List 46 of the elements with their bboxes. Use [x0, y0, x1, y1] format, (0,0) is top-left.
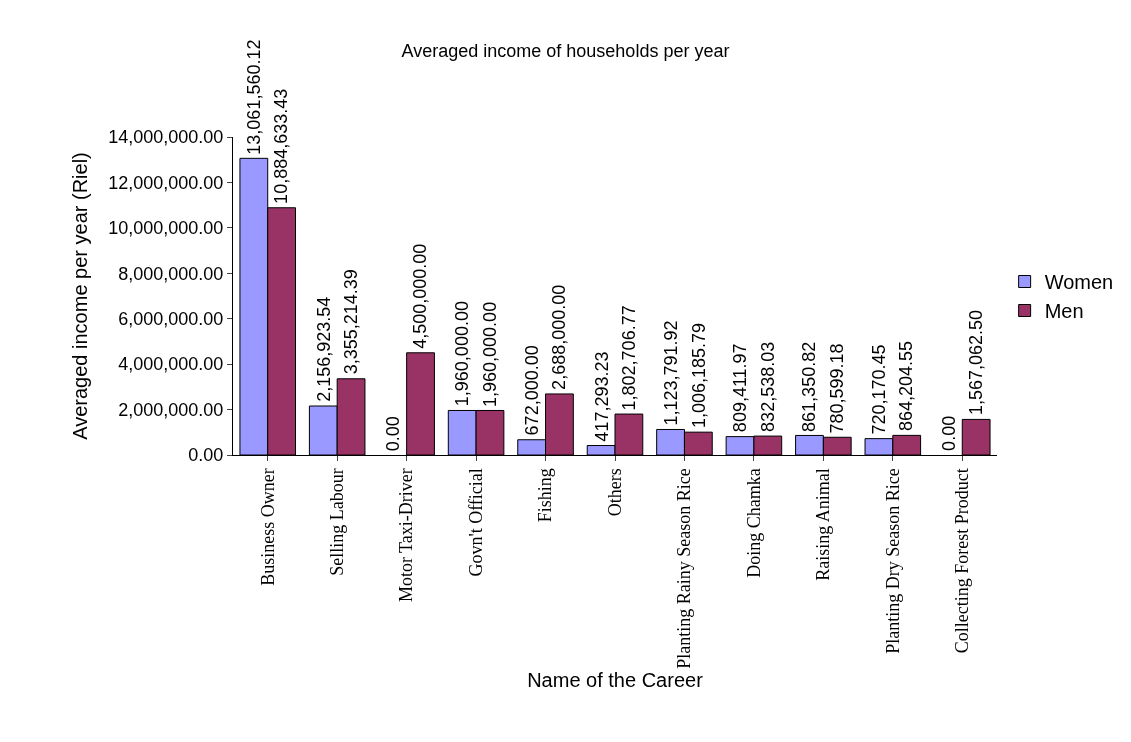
y-tick-label: 8,000,000.00 — [118, 263, 224, 284]
x-tick-label: Govn't Official — [465, 468, 486, 577]
data-label: 672,000.00 — [521, 345, 542, 436]
x-tick-label: Fishing — [535, 468, 556, 523]
x-tick-label: Business Owner — [257, 468, 278, 586]
data-label: 1,960,000.00 — [480, 301, 500, 407]
data-label: 0.00 — [383, 416, 404, 452]
data-label: 861,350.82 — [799, 341, 820, 432]
x-axis-title: Name of the Career — [527, 668, 704, 691]
legend-label: Men — [1044, 300, 1084, 323]
x-tick-label: Others — [604, 468, 625, 517]
data-label: 13,061,560.12 — [244, 39, 265, 155]
data-label: 1,802,706.77 — [619, 305, 640, 411]
x-tick-label: Planting Dry Season Rice — [882, 468, 903, 654]
data-label: 864,204.55 — [896, 340, 917, 432]
data-label: 1,006,185.79 — [688, 322, 709, 428]
y-tick-label: 12,000,000.00 — [108, 172, 224, 193]
legend-label: Women — [1044, 271, 1114, 294]
data-label: 1,123,791.92 — [660, 320, 681, 426]
data-label: 780,599.18 — [826, 343, 847, 434]
y-tick-label: 4,000,000.00 — [118, 354, 224, 375]
data-label: 3,355,214.39 — [340, 269, 361, 375]
data-label: 4,500,000.00 — [410, 243, 431, 349]
y-tick-label: 2,000,000.00 — [118, 399, 224, 420]
x-tick-label: Collecting Forest Product — [952, 468, 973, 654]
data-label: 720,170.45 — [869, 344, 890, 435]
x-tick-label: Doing Chamka — [743, 468, 764, 578]
y-tick-label: 0.00 — [188, 445, 224, 466]
data-label: 2,688,000.00 — [549, 284, 569, 390]
x-tick-label: Motor Taxi-Driver — [396, 468, 417, 603]
data-label: 809,411.97 — [729, 343, 750, 433]
data-label: 832,538.03 — [757, 341, 778, 432]
data-label: 0.00 — [938, 415, 959, 451]
chart-title: Averaged income of households per year — [401, 41, 730, 62]
x-tick-label: Raising Animal — [813, 468, 834, 581]
data-label: 10,884,633.43 — [271, 88, 292, 204]
y-tick-label: 14,000,000.00 — [108, 127, 224, 148]
data-label: 1,567,062.50 — [966, 309, 987, 416]
y-axis-title: Averaged income per year (Riel) — [68, 152, 91, 440]
x-tick-label: Planting Rainy Season Rice — [674, 468, 695, 669]
data-label: 2,156,923.54 — [313, 296, 334, 402]
y-tick-label: 10,000,000.00 — [108, 218, 224, 239]
y-tick-label: 6,000,000.00 — [118, 309, 224, 330]
x-tick-label: Selling Labour — [327, 468, 348, 576]
data-label: 417,293.23 — [591, 351, 612, 442]
data-label: 1,960,000.00 — [452, 301, 473, 407]
